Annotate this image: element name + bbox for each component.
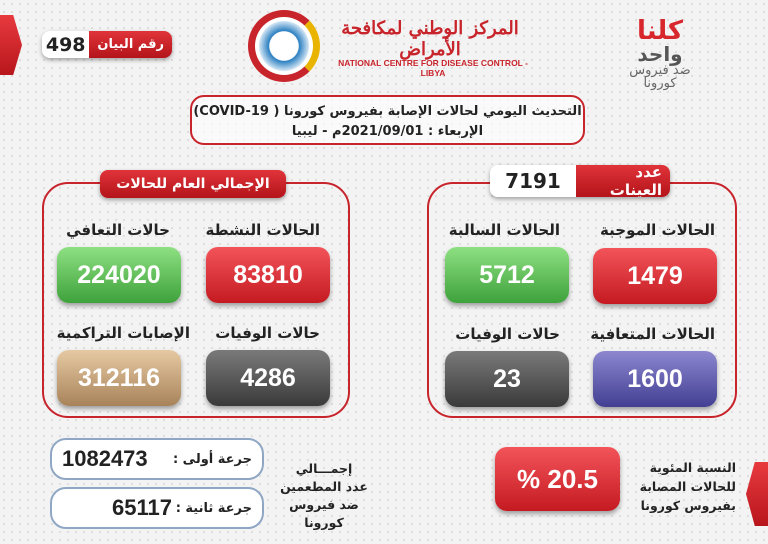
statement-number: 498: [42, 31, 90, 58]
recovered-daily-label: الحالات المتعافية: [590, 325, 715, 343]
dose1-label: جرعة أولى :: [172, 451, 252, 467]
decor-tab-right: [746, 462, 768, 526]
positive-cases-card: 1479: [593, 248, 717, 304]
logo-arabic-text: المركز الوطني لمكافحة الأمراض: [341, 18, 519, 60]
samples-value: 7191: [490, 165, 576, 197]
daily-update-box: التحديث اليومي لحالات الإصابة بفيروس كور…: [190, 95, 585, 145]
statement-label: رقم البيان: [89, 31, 172, 58]
slogan-line-4: كورونا: [643, 76, 677, 91]
deaths-daily-card: 23: [445, 351, 569, 407]
slogan: كلنا واحد ضد فيروس كورونا: [600, 18, 720, 90]
ncdc-logo: [248, 10, 320, 82]
dose2-box: جرعة ثانية : 65117: [50, 487, 264, 529]
decor-tab-left: [0, 15, 22, 75]
statement-number-badge: رقم البيان 498: [42, 31, 172, 58]
recovered-total-label: حالات التعافي: [66, 221, 170, 239]
dose1-box: جرعة أولى : 1082473: [50, 438, 264, 480]
samples-label: عدد العينات: [576, 165, 670, 197]
deaths-daily-label: حالات الوفيات: [455, 325, 560, 343]
dose2-value: 65117: [112, 495, 172, 520]
samples-count-badge: عدد العينات 7191: [490, 165, 670, 197]
positive-cases-label: الحالات الموجبة: [600, 221, 715, 239]
dose2-label: جرعة ثانية :: [175, 500, 252, 516]
slogan-line-1: كلنا: [636, 16, 684, 46]
active-cases-label: الحالات النشطة: [205, 221, 320, 239]
slogan-line-2: واحد: [637, 42, 683, 66]
active-cases-card: 83810: [206, 247, 330, 303]
cumulative-cases-card: 312116: [57, 350, 181, 406]
dose1-value: 1082473: [62, 446, 148, 471]
totals-title: الإجمالي العام للحالات: [100, 170, 286, 198]
vaccination-title: إجمـــالي عدد المطعمين ضد فيروس كورونا: [280, 461, 368, 530]
cumulative-cases-label: الإصابات التراكمية: [56, 324, 190, 342]
deaths-total-label: حالات الوفيات: [215, 324, 320, 342]
positivity-label: النسبة المئوية للحالات المصابة بفيروس كو…: [639, 460, 736, 513]
logo-english-text: NATIONAL CENTRE FOR DISEASE CONTROL - LI…: [338, 58, 528, 78]
recovered-total-card: 224020: [57, 247, 181, 303]
positivity-rate-card: % 20.5: [495, 447, 620, 511]
slogan-line-3: ضد فيروس: [629, 63, 691, 78]
recovered-daily-card: 1600: [593, 351, 717, 407]
deaths-total-card: 4286: [206, 350, 330, 406]
negative-cases-label: الحالات السالبة: [448, 221, 560, 239]
update-title: التحديث اليومي لحالات الإصابة بفيروس كور…: [193, 104, 582, 119]
negative-cases-card: 5712: [445, 247, 569, 303]
update-date: الإربعاء : 2021/09/01م - ليبيا: [291, 124, 484, 139]
